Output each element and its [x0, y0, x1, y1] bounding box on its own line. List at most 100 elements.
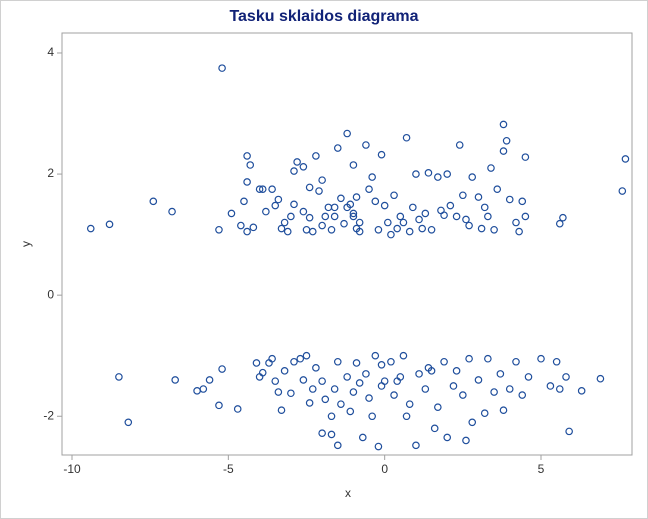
point — [368, 173, 376, 181]
point — [290, 200, 298, 209]
point — [249, 223, 258, 232]
point — [418, 224, 426, 233]
point — [399, 218, 408, 227]
point — [487, 164, 495, 172]
point — [330, 203, 339, 212]
point — [349, 161, 358, 169]
point — [318, 429, 326, 438]
point — [399, 351, 408, 360]
point — [490, 225, 498, 234]
point — [577, 387, 586, 395]
x-tick-label: -10 — [63, 462, 81, 476]
point — [449, 382, 458, 390]
point — [393, 377, 401, 385]
point — [305, 213, 314, 222]
point — [437, 206, 445, 215]
point — [274, 195, 283, 204]
point — [352, 359, 361, 367]
point — [333, 144, 342, 152]
point — [321, 395, 330, 404]
point — [355, 218, 364, 227]
point — [246, 161, 255, 169]
point — [262, 207, 270, 216]
point — [415, 215, 423, 224]
point — [521, 212, 530, 221]
point — [555, 385, 564, 393]
point — [365, 394, 373, 402]
point — [305, 183, 314, 192]
point — [299, 163, 308, 171]
point — [362, 141, 370, 149]
point — [318, 377, 326, 385]
point — [434, 403, 442, 411]
point — [396, 212, 405, 221]
point — [480, 409, 489, 418]
point — [402, 133, 411, 142]
point — [371, 351, 380, 360]
point — [546, 382, 555, 390]
point — [330, 212, 339, 221]
point — [377, 360, 386, 369]
point — [484, 354, 492, 363]
point — [562, 373, 570, 381]
point — [512, 357, 520, 366]
point — [459, 191, 467, 200]
point — [477, 224, 486, 233]
point — [412, 170, 420, 178]
point — [355, 227, 364, 236]
point — [218, 64, 226, 72]
point — [215, 401, 223, 410]
point — [505, 385, 514, 393]
point — [337, 194, 345, 203]
point — [168, 207, 176, 216]
point — [474, 193, 483, 201]
point — [555, 219, 564, 228]
x-tick-label: 5 — [538, 462, 545, 476]
point — [287, 212, 295, 221]
point — [421, 209, 430, 218]
point — [227, 209, 236, 218]
point — [296, 354, 305, 363]
point — [515, 227, 523, 236]
point — [327, 412, 336, 421]
point — [312, 152, 320, 160]
point — [505, 195, 514, 204]
point — [258, 368, 267, 377]
y-tick-label: 4 — [47, 45, 54, 59]
point — [290, 357, 298, 366]
point — [452, 212, 461, 221]
chart-title: Tasku sklaidos diagrama — [229, 8, 418, 25]
y-tick-label: 0 — [47, 287, 54, 301]
point — [465, 354, 473, 363]
point — [243, 178, 251, 186]
point — [462, 436, 470, 445]
x-tick-label: 0 — [381, 462, 388, 476]
point — [268, 185, 276, 194]
point — [502, 136, 511, 145]
point — [343, 203, 351, 212]
point — [415, 370, 423, 378]
point — [205, 376, 214, 384]
point — [374, 442, 383, 451]
point — [149, 197, 158, 206]
point — [349, 388, 358, 396]
point — [290, 167, 298, 175]
point — [596, 374, 605, 383]
point — [427, 225, 436, 234]
point — [271, 377, 280, 385]
point — [258, 185, 267, 194]
point — [358, 433, 367, 442]
point — [312, 364, 320, 372]
point — [405, 227, 414, 236]
point — [499, 147, 508, 155]
y-tick-label: 2 — [47, 166, 54, 180]
point — [384, 218, 392, 227]
point — [302, 351, 311, 360]
point — [402, 412, 411, 421]
point — [443, 170, 452, 178]
point — [318, 221, 326, 230]
point — [352, 193, 361, 201]
point — [443, 433, 452, 442]
